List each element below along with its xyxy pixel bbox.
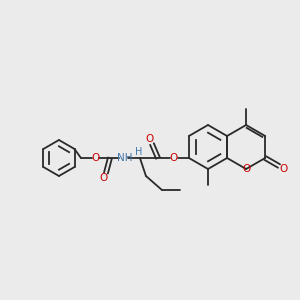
Text: O: O <box>279 164 287 173</box>
Text: O: O <box>92 153 100 163</box>
Text: O: O <box>146 134 154 144</box>
Text: O: O <box>100 173 108 183</box>
Text: O: O <box>242 164 250 174</box>
Text: O: O <box>170 153 178 163</box>
Text: NH: NH <box>117 153 133 163</box>
Text: H: H <box>135 147 142 157</box>
